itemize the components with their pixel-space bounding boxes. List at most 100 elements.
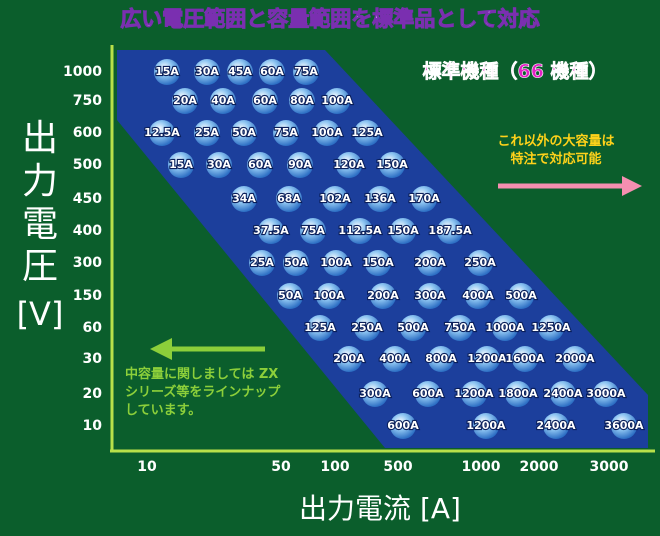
product-bubble <box>168 152 194 178</box>
note-left: しています。 <box>125 403 201 418</box>
product-bubble <box>231 186 257 212</box>
x-tick-label: 100 <box>320 459 349 475</box>
product-label: 75A <box>294 65 318 78</box>
product-label: 1200A <box>466 419 506 432</box>
product-label: 34A <box>232 192 256 205</box>
product-label: 100A <box>313 289 345 302</box>
product-bubble <box>336 346 362 372</box>
y-tick-label: 500 <box>73 157 102 173</box>
product-label: 15A <box>155 65 179 78</box>
product-bubble <box>293 59 319 85</box>
product-label: 150A <box>362 256 394 269</box>
product-label: 400A <box>462 289 494 302</box>
product-label: 75A <box>301 224 325 237</box>
product-bubble <box>258 218 284 244</box>
product-label: 100A <box>311 126 343 139</box>
product-label: 45A <box>228 65 252 78</box>
product-bubble <box>492 315 518 341</box>
product-bubble <box>467 250 493 276</box>
product-bubble <box>611 413 637 439</box>
product-bubble <box>194 120 220 146</box>
product-label: 200A <box>367 289 399 302</box>
product-label: 40A <box>211 94 235 107</box>
product-bubble <box>336 152 362 178</box>
product-label: 100A <box>320 256 352 269</box>
range-area <box>117 50 648 448</box>
product-bubble <box>417 250 443 276</box>
product-label: 60A <box>253 94 277 107</box>
product-label: 102A <box>319 192 351 205</box>
product-label: 15A <box>169 158 193 171</box>
product-bubble <box>227 59 253 85</box>
product-bubble <box>172 88 198 114</box>
product-bubble <box>347 218 373 244</box>
y-tick-label: 10 <box>83 418 103 434</box>
product-bubble <box>400 315 426 341</box>
product-bubble <box>367 186 393 212</box>
product-label: 300A <box>359 387 391 400</box>
x-tick-label: 3000 <box>590 459 629 475</box>
product-bubble <box>354 120 380 146</box>
product-label: 300A <box>414 289 446 302</box>
product-label: 1000A <box>485 321 525 334</box>
product-label: 60A <box>260 65 284 78</box>
product-label: 112.5A <box>338 224 382 237</box>
product-label: 170A <box>408 192 440 205</box>
x-tick-label: 10 <box>137 459 157 475</box>
product-bubble <box>259 59 285 85</box>
product-label: 400A <box>379 352 411 365</box>
y-tick-label: 1000 <box>63 64 102 80</box>
product-label: 2000A <box>555 352 595 365</box>
product-bubble <box>562 346 588 372</box>
product-label: 1600A <box>505 352 545 365</box>
product-label: 2400A <box>543 387 583 400</box>
product-label: 200A <box>414 256 446 269</box>
product-bubble <box>277 283 303 309</box>
product-bubble <box>154 59 180 85</box>
product-label: 136A <box>364 192 396 205</box>
product-bubble <box>411 186 437 212</box>
product-bubble <box>300 218 326 244</box>
product-label: 75A <box>274 126 298 139</box>
product-label: 1250A <box>531 321 571 334</box>
product-label: 187.5A <box>428 224 472 237</box>
y-axis-label-line: 圧 <box>22 246 58 287</box>
product-label: 150A <box>376 158 408 171</box>
product-bubble <box>593 381 619 407</box>
y-axis-label-line: [V] <box>17 295 64 333</box>
product-bubble <box>505 381 531 407</box>
product-label: 1800A <box>498 387 538 400</box>
product-bubble <box>273 120 299 146</box>
y-axis-label-line: 出 <box>22 118 58 159</box>
product-label: 100A <box>321 94 353 107</box>
product-label: 90A <box>288 158 312 171</box>
product-label: 200A <box>333 352 365 365</box>
y-tick-label: 300 <box>73 255 102 271</box>
product-bubble <box>390 413 416 439</box>
product-bubble <box>307 315 333 341</box>
y-tick-label: 750 <box>73 93 102 109</box>
product-label: 30A <box>195 65 219 78</box>
product-label: 125A <box>351 126 383 139</box>
product-bubble <box>287 152 313 178</box>
product-label: 120A <box>333 158 365 171</box>
product-label: 20A <box>173 94 197 107</box>
product-bubble <box>194 59 220 85</box>
product-bubble <box>247 152 273 178</box>
y-tick-label: 20 <box>83 386 103 402</box>
product-label: 800A <box>425 352 457 365</box>
y-tick-label: 400 <box>73 223 102 239</box>
product-bubble <box>543 413 569 439</box>
product-bubble <box>252 88 278 114</box>
product-bubble <box>289 88 315 114</box>
y-tick-label: 150 <box>73 288 102 304</box>
product-bubble <box>316 283 342 309</box>
product-bubble <box>276 186 302 212</box>
product-bubble <box>324 88 350 114</box>
product-bubble <box>382 346 408 372</box>
note-right: これ以外の大容量は <box>497 133 614 149</box>
product-bubble <box>473 413 499 439</box>
product-bubble <box>365 250 391 276</box>
